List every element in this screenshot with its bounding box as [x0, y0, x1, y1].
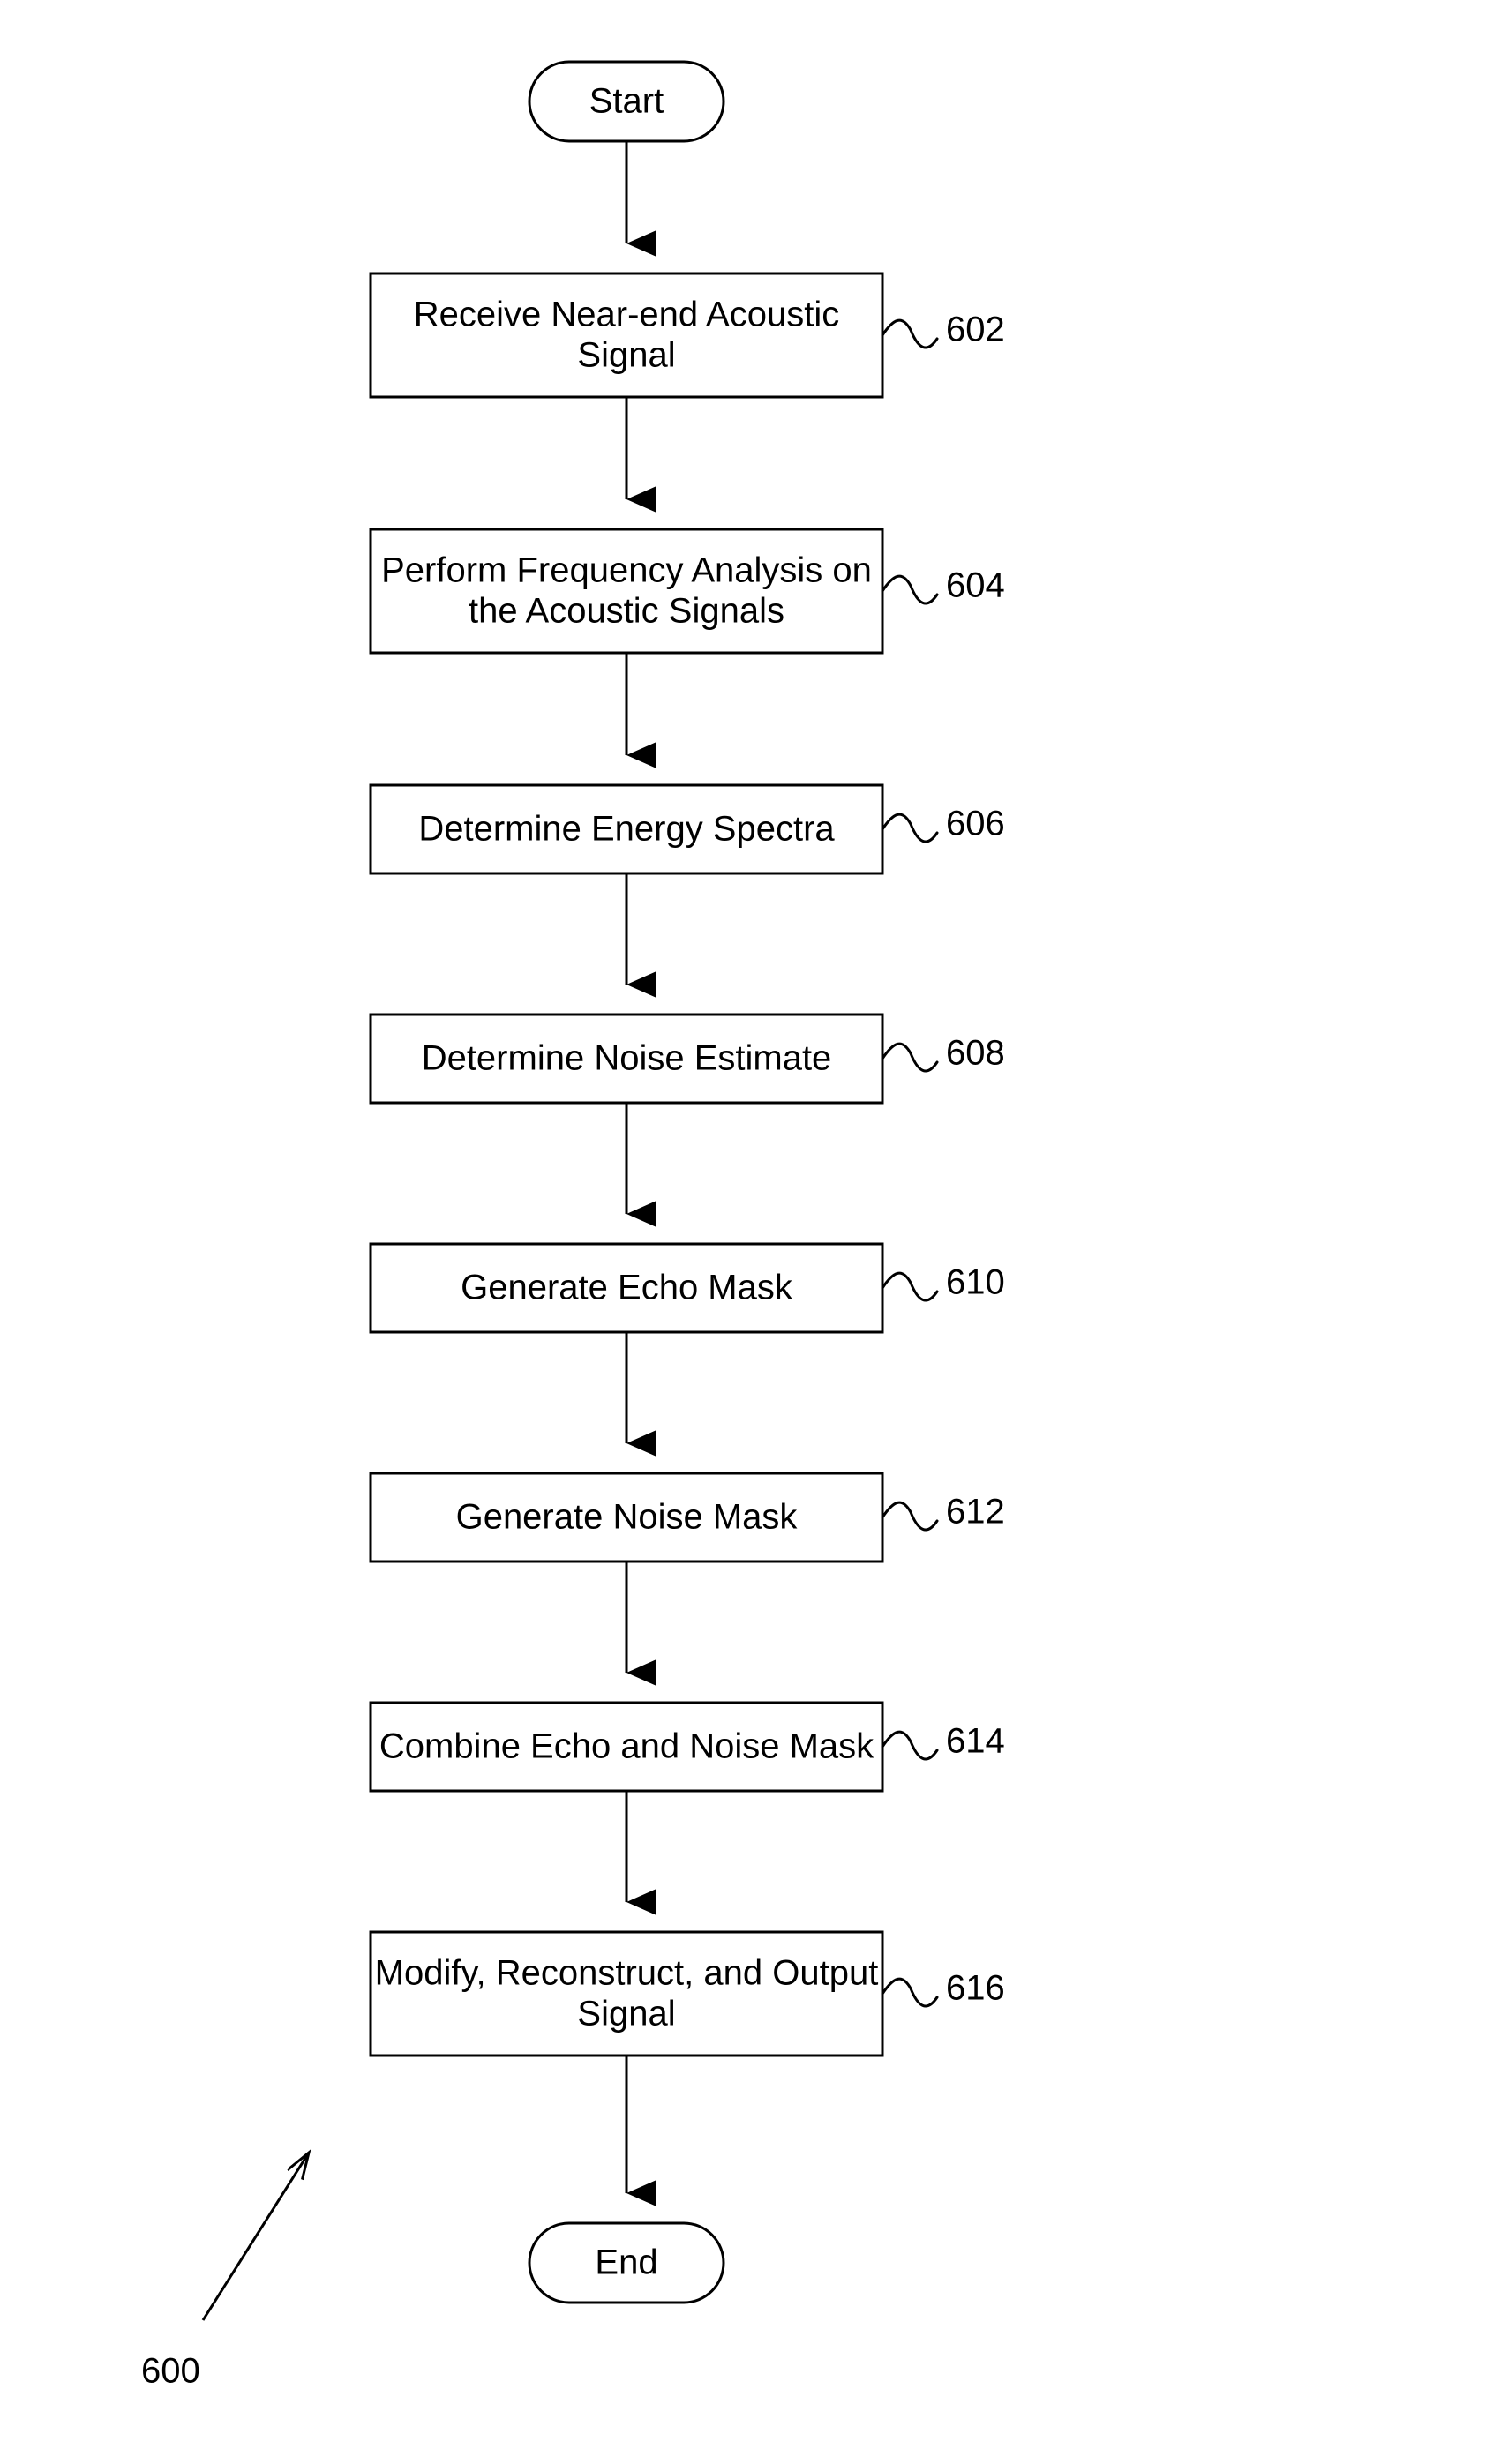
- step-label-0-line-1: Signal: [577, 336, 675, 375]
- step-label-1-line-1: the Acoustic Signals: [469, 592, 784, 631]
- step-label-7-line-1: Signal: [577, 1995, 675, 2033]
- step-label-5: Generate Noise Mask: [456, 1498, 799, 1537]
- ref-label-7: 616: [946, 1969, 1005, 2008]
- ref-label-3: 608: [946, 1034, 1005, 1073]
- step-label-3: Determine Noise Estimate: [422, 1039, 832, 1078]
- step-label-0-line-0: Receive Near-end Acoustic: [414, 296, 839, 334]
- diagram-ref-label: 600: [141, 2352, 200, 2391]
- ref-connector-5: [882, 1502, 937, 1530]
- ref-label-1: 604: [946, 566, 1005, 605]
- ref-label-2: 606: [946, 805, 1005, 843]
- ref-connector-2: [882, 814, 937, 842]
- ref-label-6: 614: [946, 1722, 1005, 1761]
- ref-label-0: 602: [946, 311, 1005, 349]
- ref-label-5: 612: [946, 1493, 1005, 1532]
- step-label-6: Combine Echo and Noise Mask: [379, 1727, 874, 1766]
- ref-connector-6: [882, 1732, 937, 1759]
- step-label-1-line-0: Perform Frequency Analysis on: [381, 551, 872, 590]
- diagram-ref-arrow: [203, 2153, 309, 2320]
- step-label-2: Determine Energy Spectra: [418, 810, 835, 849]
- terminal-end-label: End: [595, 2243, 657, 2282]
- ref-connector-7: [882, 1979, 937, 2006]
- step-label-4: Generate Echo Mask: [461, 1269, 793, 1307]
- ref-connector-0: [882, 320, 937, 348]
- ref-label-4: 610: [946, 1263, 1005, 1302]
- ref-connector-3: [882, 1044, 937, 1071]
- ref-connector-4: [882, 1273, 937, 1300]
- ref-connector-1: [882, 576, 937, 603]
- terminal-start-label: Start: [589, 82, 664, 121]
- step-label-7-line-0: Modify, Reconstruct, and Output: [375, 1954, 879, 1993]
